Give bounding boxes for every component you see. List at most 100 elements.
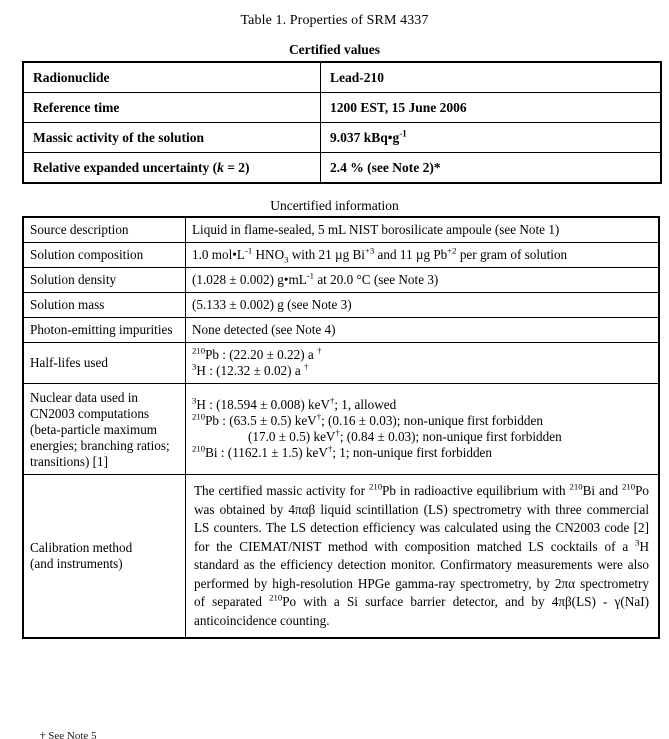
nuclear-data-nuclide: Pb [205,413,219,428]
row-label-photon-impurities: Photon-emitting impurities [22,317,186,343]
nuclear-data-mass-number: 3 [192,395,197,406]
row-value-radionuclide: Lead-210 [320,61,662,93]
density-text-1: (1.028 ± 0.002) g•mL [192,272,307,287]
uncertainty-label-k: k [217,160,224,175]
row-value-nuclear-data: 3H : (18.594 ± 0.008) keV†; 1, allowed 2… [185,383,660,475]
certified-values-table: Radionuclide Lead-210 Reference time 120… [22,61,662,184]
calibration-text-5: H standard as the efficiency detection m… [194,538,649,610]
half-life-mass-number: 210 [192,345,206,356]
row-value-source-description: Liquid in flame-sealed, 5 mL NIST borosi… [185,216,660,243]
composition-text-3: with 21 µg Bi [288,247,365,262]
nuclear-data-detail: ; (0.84 ± 0.03); non-unique first forbid… [339,429,562,444]
nuclear-data-line: (17.0 ± 0.5) keV†; (0.84 ± 0.03); non-un… [192,428,653,445]
nuclear-data-mass-number: 210 [192,411,206,422]
calibration-text-4: Po was obtained by 4παβ liquid scintilla… [194,483,649,554]
table-row: Massic activity of the solution 9.037 kB… [22,122,662,153]
nuclear-data-nuclide: Bi [205,445,218,460]
nuclear-data-separator: : [217,445,228,460]
row-label-solution-composition: Solution composition [22,242,186,268]
nuclear-data-energy: (63.5 ± 0.5) keV [229,413,317,428]
table-row: Solution density (1.028 ± 0.002) g•mL-1 … [22,267,660,293]
uncertified-information-table: Source description Liquid in flame-seale… [22,216,660,639]
half-life-value: (12.32 ± 0.02) a [216,363,304,378]
dagger-icon: † [316,411,322,422]
row-value-reference-time: 1200 EST, 15 June 2006 [320,92,662,123]
dagger-icon: † [317,345,322,356]
nuclear-data-energy: (1162.1 ± 1.5) keV [227,445,328,460]
uncertainty-label-prefix: Relative expanded uncertainty ( [33,160,218,175]
row-label-half-lives: Half-lifes used [22,342,186,384]
row-label-nuclear-data: Nuclear data used in CN2003 computations… [22,383,186,475]
composition-sup-1: -1 [244,245,253,256]
calibration-text-2: Pb in radioactive equilibrium with [382,483,570,498]
calibration-sup-1: 210 [368,481,383,492]
dagger-icon: † [329,395,335,406]
nuclear-data-detail: ; (0.16 ± 0.03); non-unique first forbid… [321,413,543,428]
composition-text-1: 1.0 mol•L [192,247,245,262]
uncertainty-label-suffix: = 2) [223,160,250,175]
nuclear-data-detail: ; 1; non-unique first forbidden [332,445,492,460]
half-life-value: (22.20 ± 0.22) a [229,347,318,362]
row-label-solution-mass: Solution mass [22,292,186,318]
massic-activity-number: 9.037 kBq•g [330,130,400,145]
uncertified-information-heading: Uncertified information [270,198,399,213]
table-row: Half-lifes used 210Pb : (22.20 ± 0.22) a… [22,342,660,384]
half-life-nuclide: Pb [205,347,219,362]
composition-sub-1: 3 [284,254,289,265]
half-life-separator: : [219,347,230,362]
nuclear-data-line: 210Pb : (63.5 ± 0.5) keV†; (0.16 ± 0.03)… [192,411,653,429]
density-sup-1: -1 [306,270,315,281]
row-label-source-description: Source description [22,216,186,243]
row-value-calibration-method: The certified massic activity for 210Pb … [185,474,660,639]
table-row: Relative expanded uncertainty (k = 2) 2.… [22,152,662,184]
row-value-solution-mass: (5.133 ± 0.002) g (see Note 3) [185,292,660,318]
calibration-sup-4: 3 [635,537,640,548]
dagger-icon: † [303,361,309,372]
calibration-sup-3: 210 [622,481,636,492]
nuclear-data-nuclide: H [196,397,206,412]
calibration-text-1: The certified massic activity for [194,483,369,498]
nuclear-data-energy: (18.594 ± 0.008) keV [216,397,330,412]
nuclear-data-line: 3H : (18.594 ± 0.008) keV†; 1, allowed [192,395,653,413]
composition-text-5: per gram of solution [456,247,568,262]
half-life-line: 3H : (12.32 ± 0.02) a † [192,361,653,379]
nuclear-data-separator: : [205,397,217,412]
calibration-sup-2: 210 [569,481,583,492]
row-value-solution-composition: 1.0 mol•L-1 HNO3 with 21 µg Bi+3 and 11 … [185,242,660,268]
row-label-reference-time: Reference time [22,92,321,123]
row-value-solution-density: (1.028 ± 0.002) g•mL-1 at 20.0 °C (see N… [185,267,660,293]
calibration-label-line-2: (and instruments) [30,556,123,571]
row-label-massic-activity: Massic activity of the solution [22,122,321,153]
density-text-2: at 20.0 °C (see Note 3) [314,272,439,287]
table-row: Radionuclide Lead-210 [22,61,662,93]
table-row: Solution mass (5.133 ± 0.002) g (see Not… [22,292,660,318]
row-label-calibration-method: Calibration method (and instruments) [22,474,186,639]
row-value-massic-activity: 9.037 kBq•g-1 [320,122,662,153]
half-life-separator: : [205,363,217,378]
row-label-solution-density: Solution density [22,267,186,293]
table-row: Photon-emitting impurities None detected… [22,317,660,343]
half-life-nuclide: H [196,363,206,378]
row-value-photon-impurities: None detected (see Note 4) [185,317,660,343]
composition-sup-3: +2 [447,245,457,256]
composition-sup-2: +3 [364,245,375,256]
nuclear-data-line: 210Bi : (1162.1 ± 1.5) keV†; 1; non-uniq… [192,443,653,461]
calibration-label-line-1: Calibration method [30,540,133,555]
composition-text-2: HNO [252,247,285,262]
row-value-half-lives: 210Pb : (22.20 ± 0.22) a † 3H : (12.32 ±… [185,342,660,384]
composition-text-4: and 11 µg Pb [374,247,448,262]
half-life-mass-number: 3 [192,361,197,372]
certified-values-table-wrapper: Radionuclide Lead-210 Reference time 120… [22,61,662,184]
row-value-relative-expanded-uncertainty: 2.4 % (see Note 2)* [320,152,662,184]
dagger-icon: † [327,443,333,454]
nuclear-data-separator: : [219,413,230,428]
nuclear-data-detail: ; 1, allowed [334,397,397,412]
table-row: Calibration method (and instruments) The… [22,474,660,639]
calibration-text-6: Po with a Si surface barrier detector, a… [194,594,649,628]
uncertified-information-table-wrapper: Source description Liquid in flame-seale… [22,216,660,639]
calibration-sup-5: 210 [269,592,283,603]
row-label-radionuclide: Radionuclide [22,61,321,93]
table-row: Nuclear data used in CN2003 computations… [22,383,660,475]
table-row: Source description Liquid in flame-seale… [22,216,660,243]
footnote: † See Note 5 [40,730,97,739]
